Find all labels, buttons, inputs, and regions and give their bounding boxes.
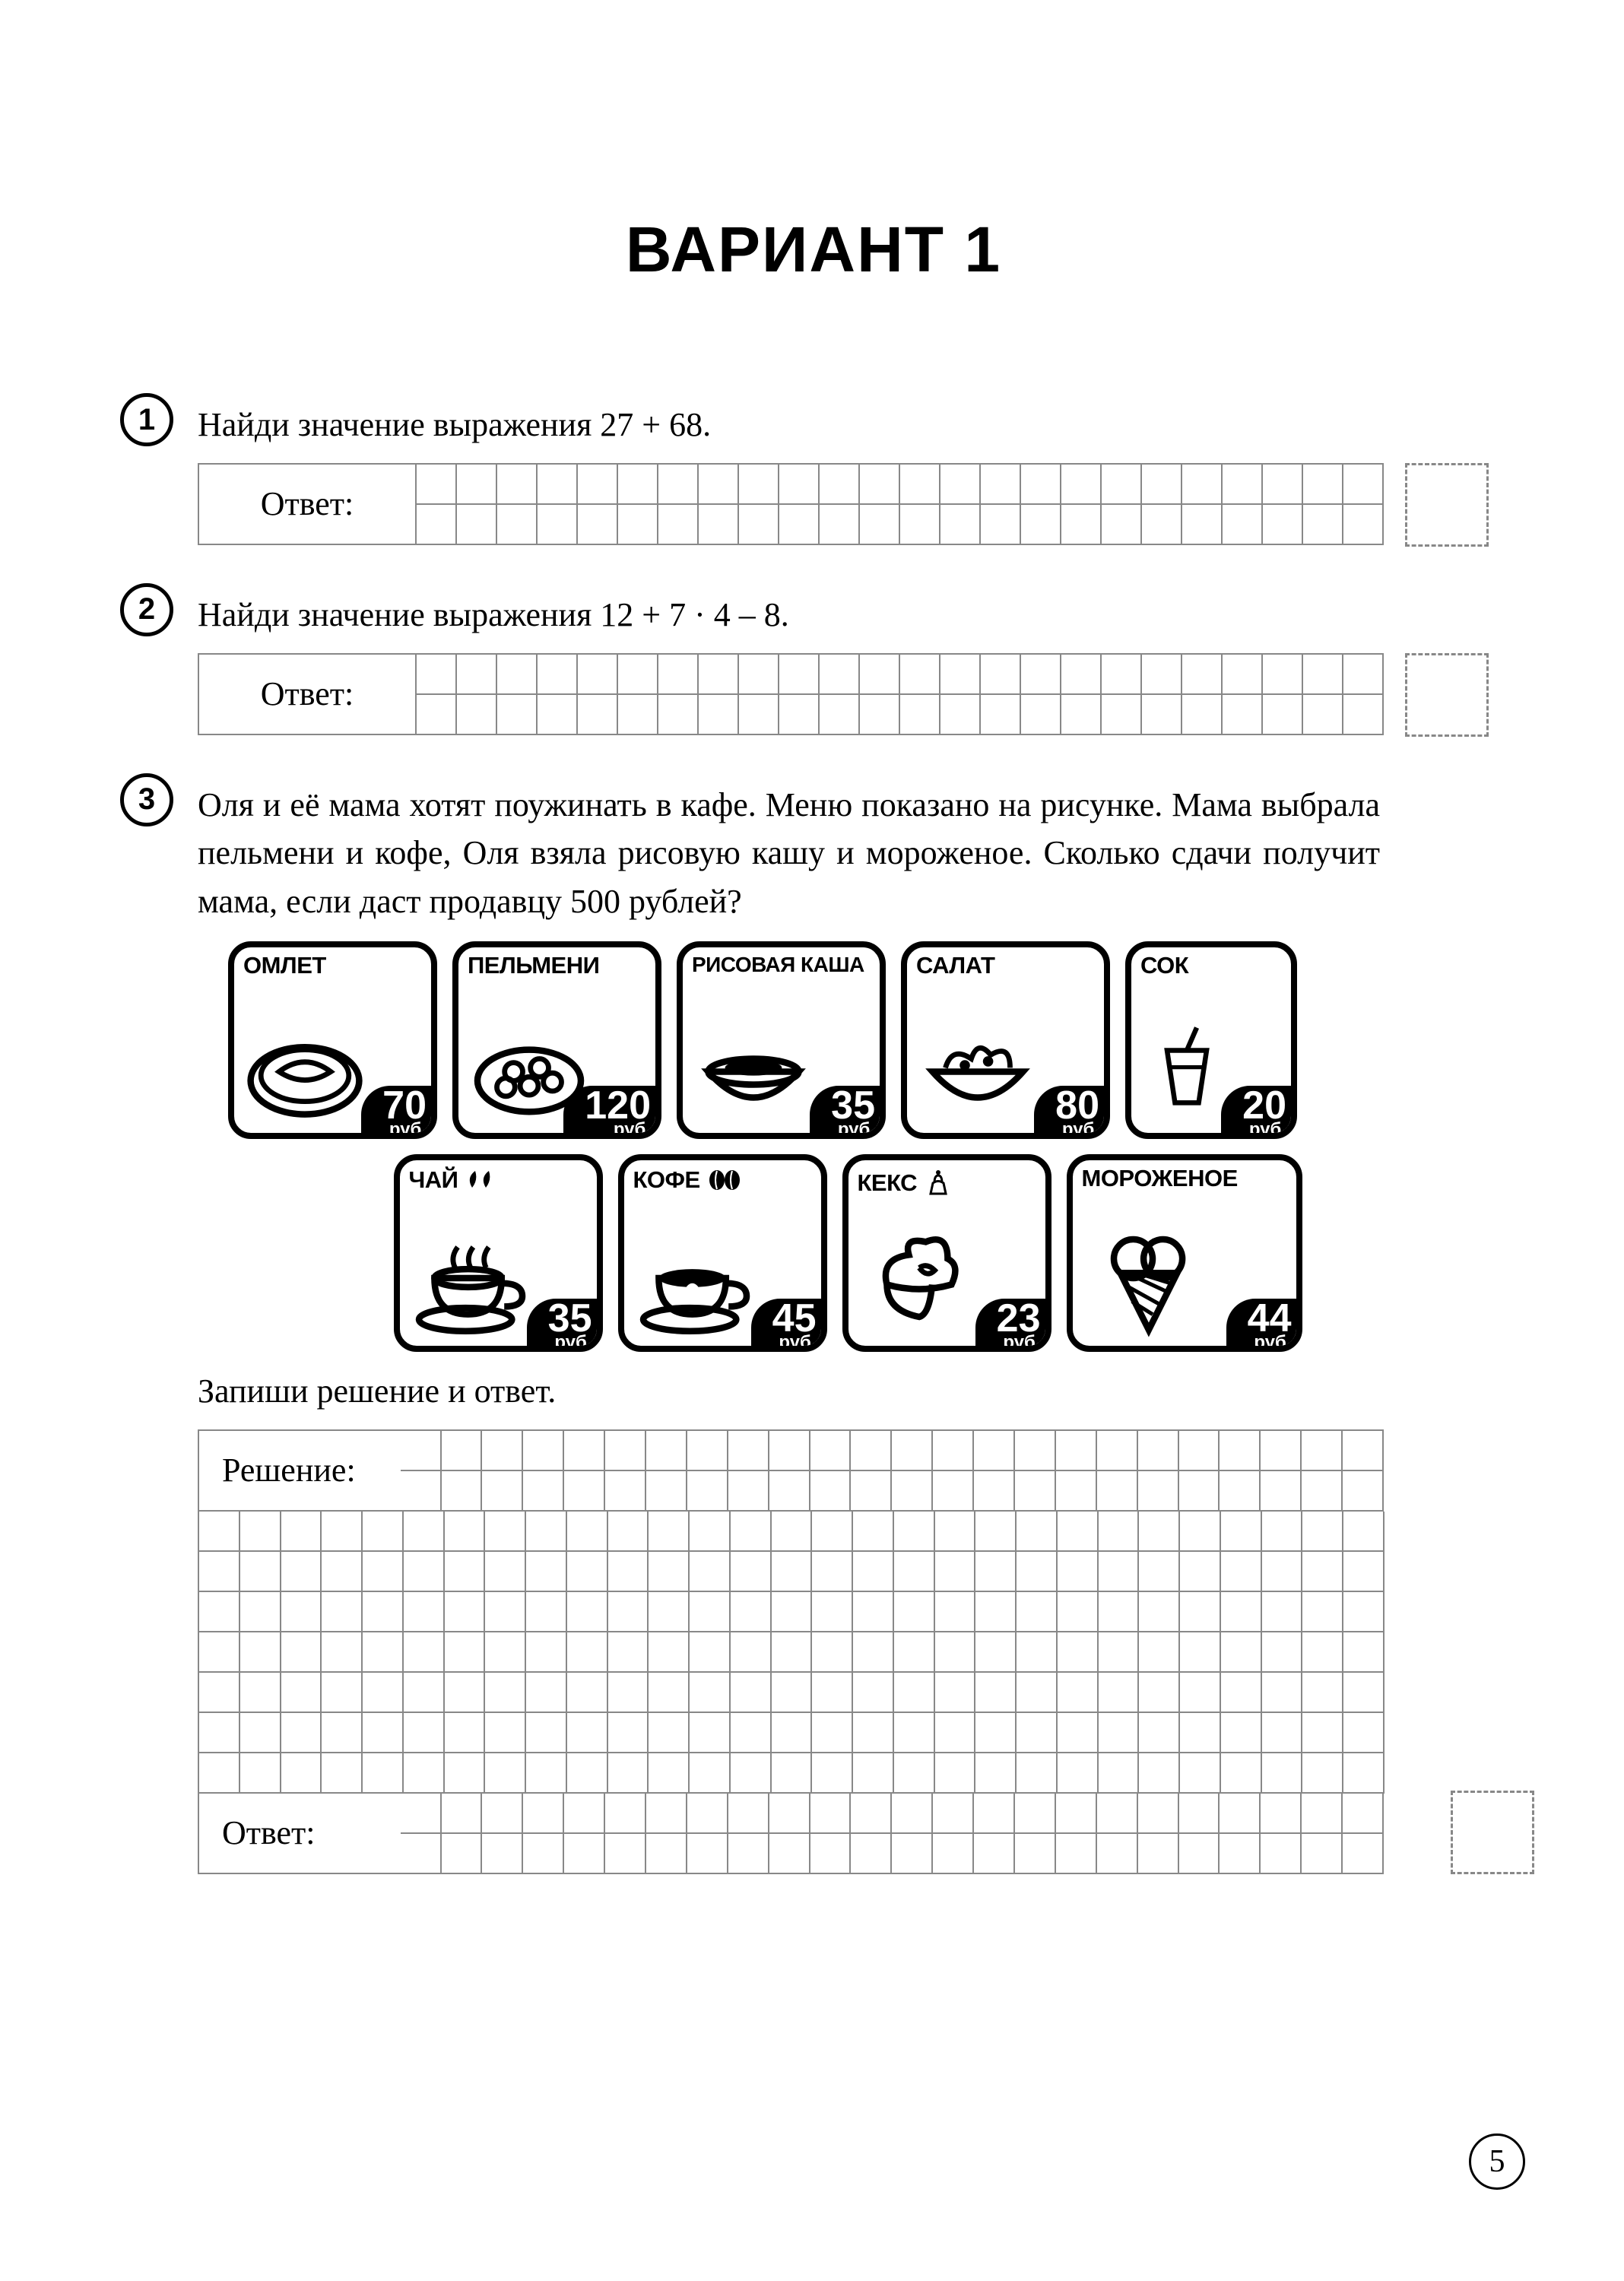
answer-label: Ответ: (198, 653, 415, 735)
menu-item-name: РИСОВАЯ КАША (683, 947, 880, 976)
page-title: ВАРИАНТ 1 (129, 213, 1498, 287)
icecream-icon (1088, 1213, 1217, 1343)
menu-item-name: ОМЛЕТ (234, 947, 431, 979)
menu-item-rice: РИСОВАЯ КАША 35руб. (677, 941, 886, 1139)
menu-item-name: ЧАЙ (400, 1160, 597, 1193)
menu-item-coffee: КОФЕ 45руб. (618, 1154, 827, 1352)
salad-icon (913, 1001, 1042, 1130)
task-number-badge: 1 (120, 393, 173, 446)
worksheet-page: ВАРИАНТ 1 1 Найди значение выражения 27 … (129, 213, 1498, 1920)
menu-item-name: СОК (1131, 947, 1291, 979)
menu-item-name: САЛАТ (907, 947, 1104, 979)
task-1-prompt: Найди значение выражения 27 + 68. (198, 401, 1380, 449)
solution-grid-block[interactable]: Решение: Ответ: (198, 1429, 1384, 1874)
grid-cells[interactable] (199, 1512, 1384, 1794)
task-3: 3 Оля и её мама хотят поужинать в кафе. … (129, 781, 1498, 1874)
score-box[interactable] (1405, 653, 1489, 737)
menu-item-cake: КЕКС 23руб. (842, 1154, 1051, 1352)
menu-item-price: 20руб. (1221, 1086, 1297, 1139)
menu-item-name: КОФЕ (624, 1160, 821, 1193)
menu-item-juice: СОК 20руб. (1125, 941, 1297, 1139)
menu-item-tea: ЧАЙ 35руб. (394, 1154, 603, 1352)
menu-item-price: 23руб. (975, 1299, 1051, 1352)
menu-item-price: 80руб. (1034, 1086, 1110, 1139)
task-2: 2 Найди значение выражения 12 + 7 · 4 – … (129, 591, 1498, 735)
score-box[interactable] (1405, 463, 1489, 547)
solution-instruction: Запиши решение и ответ. (198, 1367, 1380, 1416)
menu-graphic: ОМЛЕТ 70руб. ПЕЛЬМЕНИ 120руб. РИСОВАЯ КА… (228, 941, 1498, 1352)
task-number-badge: 2 (120, 583, 173, 636)
task-number-badge: 3 (120, 773, 173, 826)
menu-item-name: МОРОЖЕНОЕ (1073, 1160, 1296, 1191)
answer-label: Ответ: (199, 1794, 401, 1874)
menu-item-price: 44руб. (1226, 1299, 1302, 1352)
task-1: 1 Найди значение выражения 27 + 68. Отве… (129, 401, 1498, 545)
menu-item-price: 120руб. (563, 1086, 661, 1139)
menu-item-icecream: МОРОЖЕНОЕ 44руб. (1067, 1154, 1302, 1352)
menu-item-pelmeni: ПЕЛЬМЕНИ 120руб. (452, 941, 661, 1139)
grid-cells[interactable] (401, 1431, 1384, 1512)
score-box[interactable] (1451, 1791, 1534, 1874)
solution-label: Решение: (199, 1431, 401, 1512)
omelet-icon (240, 1001, 370, 1130)
menu-item-price: 35руб. (527, 1299, 603, 1352)
answer-grid[interactable] (415, 463, 1384, 545)
grid-cells[interactable] (401, 1794, 1384, 1874)
menu-item-price: 70руб. (361, 1086, 437, 1139)
menu-item-salad: САЛАТ 80руб. (901, 941, 1110, 1139)
task-3-prompt: Оля и её мама хотят поужинать в кафе. Ме… (198, 781, 1380, 926)
answer-grid[interactable] (415, 653, 1384, 735)
coffee-icon (630, 1213, 760, 1343)
tea-icon (406, 1213, 535, 1343)
rice-porridge-icon (689, 1001, 818, 1130)
menu-item-price: 45руб. (751, 1299, 827, 1352)
task-2-prompt: Найди значение выражения 12 + 7 · 4 – 8. (198, 591, 1380, 639)
menu-item-name: КЕКС (848, 1160, 1045, 1197)
answer-label: Ответ: (198, 463, 415, 545)
cupcake-icon (855, 1213, 984, 1343)
page-number: 5 (1469, 2133, 1525, 2190)
menu-item-omlet: ОМЛЕТ 70руб. (228, 941, 437, 1139)
menu-item-name: ПЕЛЬМЕНИ (458, 947, 655, 979)
menu-item-price: 35руб. (810, 1086, 886, 1139)
